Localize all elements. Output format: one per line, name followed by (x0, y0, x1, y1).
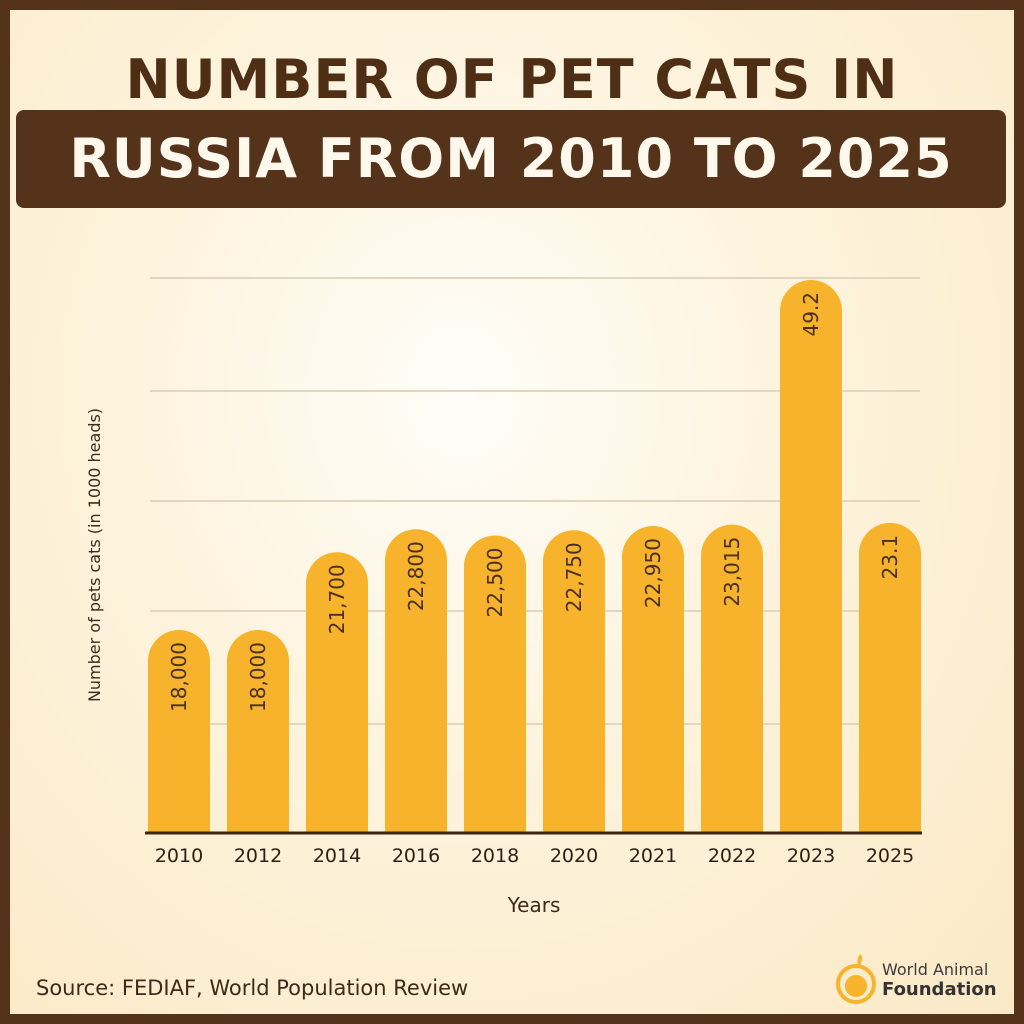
logo: World Animal Foundation (834, 952, 1014, 1007)
x-tick-label: 2021 (629, 845, 677, 867)
cat-dog-logo-icon (836, 954, 876, 1004)
source-note: Source: FEDIAF, World Population Review (36, 976, 469, 1000)
title-line-1: NUMBER OF PET CATS IN (125, 48, 899, 111)
bar-2022 (701, 524, 763, 833)
data-label: 23,015 (720, 537, 744, 607)
data-label: 23.1 (878, 535, 902, 580)
data-label: 22,950 (641, 538, 665, 608)
x-tick-label: 2014 (313, 845, 361, 867)
bar-2021 (622, 526, 684, 833)
x-tick-label: 2018 (471, 845, 519, 867)
data-label: 18,000 (246, 642, 270, 712)
x-tick-label: 2023 (787, 845, 835, 867)
title-banner: RUSSIA FROM 2010 TO 2025 (16, 110, 1006, 208)
bar-2012 (227, 630, 289, 833)
bar-2010 (148, 630, 210, 833)
bar-2023 (780, 280, 842, 833)
bar-2016 (385, 529, 447, 833)
data-label: 49.2 (799, 292, 823, 337)
x-tick-label: 2010 (155, 845, 203, 867)
bar-2014 (306, 552, 368, 833)
logo-line-2: Foundation (882, 979, 997, 1000)
data-label: 18,000 (167, 642, 191, 712)
logo-line-1: World Animal (882, 960, 989, 979)
x-tick-label: 2016 (392, 845, 440, 867)
bar-2018 (464, 535, 526, 833)
x-tick-label: 2025 (866, 845, 914, 867)
x-tick-label: 2020 (550, 845, 598, 867)
data-label: 22,500 (483, 548, 507, 618)
bar-2020 (543, 530, 605, 833)
bar-2025 (859, 522, 921, 833)
x-tick-label: 2012 (234, 845, 282, 867)
data-label: 22,800 (404, 541, 428, 611)
y-axis-label: Number of pets cats (in 1000 heads) (85, 408, 104, 702)
data-label: 21,700 (325, 564, 349, 634)
x-axis-label: Years (507, 893, 561, 917)
x-tick-label: 2022 (708, 845, 756, 867)
data-label: 22,750 (562, 542, 586, 612)
